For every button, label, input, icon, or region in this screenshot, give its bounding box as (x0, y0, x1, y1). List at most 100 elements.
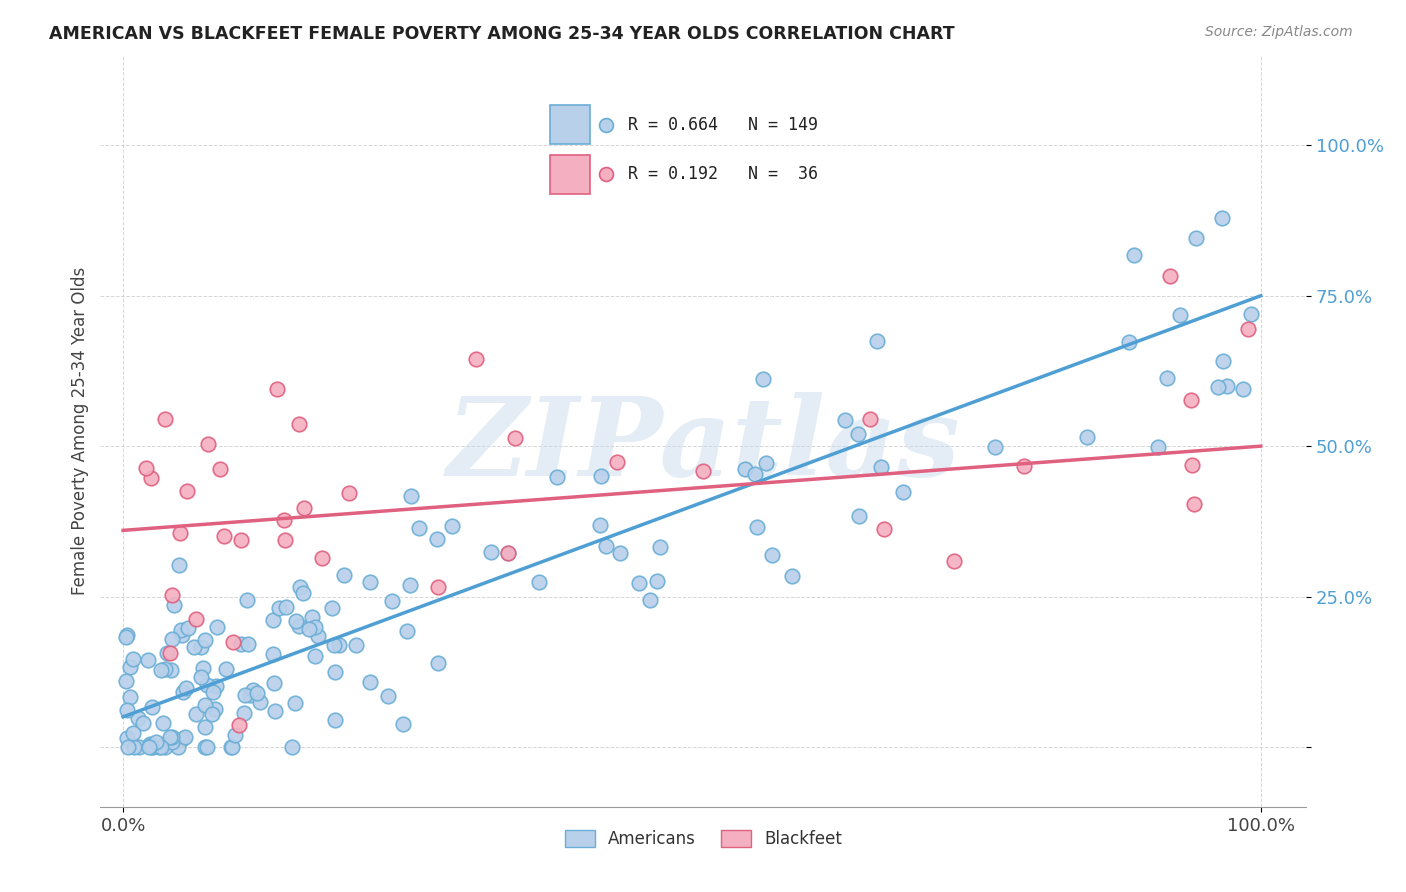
Point (311, 550, 333, 565)
Point (228, 718, 250, 732)
Point (190, 640, 212, 654)
Text: R = 0.192   N =  36: R = 0.192 N = 36 (627, 165, 818, 183)
Point (204, 679, 226, 693)
Point (194, 720, 217, 734)
Point (288, 618, 311, 632)
Point (301, 610, 323, 624)
Point (115, 731, 138, 745)
Point (323, 713, 346, 727)
Point (1147, 440, 1170, 454)
Point (172, 732, 194, 747)
Point (195, 739, 218, 754)
Point (1076, 430, 1098, 444)
Point (408, 521, 430, 535)
Point (224, 728, 246, 742)
Point (891, 485, 914, 500)
Point (505, 431, 527, 445)
Point (650, 541, 672, 555)
Point (139, 737, 162, 751)
Point (141, 700, 163, 714)
Point (163, 598, 186, 612)
Point (162, 735, 184, 749)
Point (328, 638, 350, 652)
Point (128, 739, 150, 754)
Point (848, 508, 870, 523)
Point (262, 613, 284, 627)
Point (281, 739, 304, 754)
Point (1118, 335, 1140, 350)
Point (127, 711, 149, 725)
Point (233, 688, 256, 702)
Point (344, 638, 367, 652)
Point (167, 558, 190, 572)
Point (155, 737, 177, 751)
Point (266, 382, 288, 396)
Point (177, 621, 200, 635)
Point (159, 730, 181, 744)
Point (115, 703, 138, 717)
Point (160, 731, 183, 745)
Point (1215, 378, 1237, 392)
Point (755, 457, 778, 471)
Point (191, 661, 214, 675)
Point (172, 685, 194, 699)
Point (195, 678, 218, 692)
Point (866, 334, 889, 349)
Point (273, 513, 295, 527)
Point (744, 467, 766, 482)
Point (1181, 458, 1204, 472)
Point (170, 624, 193, 638)
Point (1208, 380, 1230, 394)
Point (745, 520, 768, 534)
Point (869, 459, 891, 474)
Point (284, 697, 307, 711)
Point (496, 546, 519, 560)
Point (1123, 248, 1146, 262)
Point (942, 554, 965, 568)
Point (222, 634, 245, 648)
Point (152, 715, 174, 730)
Point (292, 586, 315, 600)
Point (122, 725, 145, 739)
Point (115, 630, 138, 644)
Point (734, 462, 756, 476)
Point (169, 526, 191, 541)
Point (399, 489, 422, 503)
Point (153, 739, 176, 754)
Point (308, 629, 330, 643)
Point (236, 593, 259, 607)
Point (873, 522, 896, 536)
Point (1159, 269, 1181, 284)
Point (426, 656, 449, 670)
Point (392, 717, 415, 731)
Point (159, 663, 181, 677)
Point (122, 651, 145, 665)
Point (209, 462, 232, 476)
Point (546, 470, 568, 484)
Point (184, 706, 207, 721)
Point (692, 464, 714, 478)
Point (173, 730, 195, 744)
Point (399, 578, 422, 592)
Point (236, 637, 259, 651)
Point (589, 517, 612, 532)
Point (246, 686, 269, 700)
Point (194, 698, 217, 713)
Point (274, 533, 297, 547)
Point (153, 412, 176, 426)
Point (1180, 392, 1202, 407)
Text: ZIPatlas: ZIPatlas (446, 392, 960, 500)
Point (638, 593, 661, 607)
Point (752, 372, 775, 386)
Point (377, 689, 399, 703)
Point (242, 683, 264, 698)
Point (115, 628, 138, 642)
Point (117, 739, 139, 754)
Point (609, 546, 631, 560)
Point (176, 483, 198, 498)
Point (115, 674, 138, 689)
Point (221, 739, 243, 754)
Point (263, 676, 285, 690)
Point (395, 624, 418, 639)
Point (186, 612, 208, 626)
